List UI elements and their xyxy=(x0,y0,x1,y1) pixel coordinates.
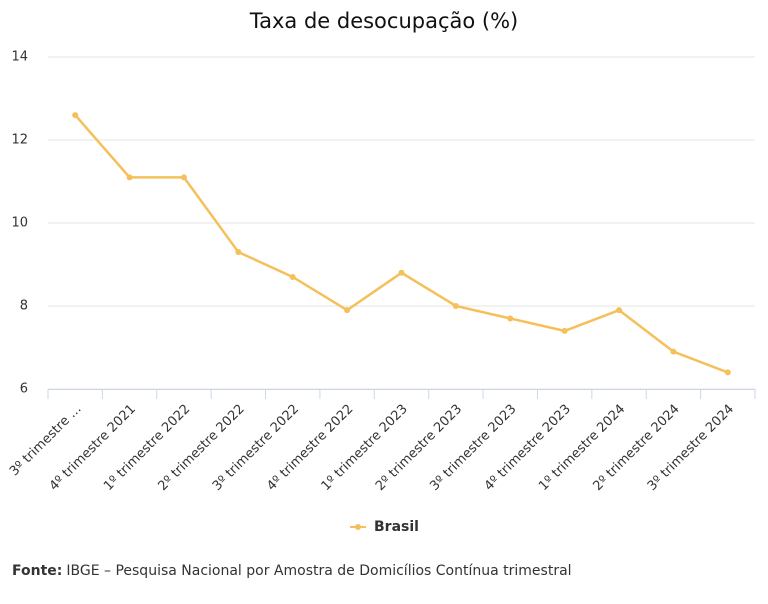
point xyxy=(235,249,242,256)
point xyxy=(724,369,731,376)
point xyxy=(344,307,351,314)
source-text: IBGE – Pesquisa Nacional por Amostra de … xyxy=(66,563,571,579)
chart-title: Taxa de desocupação (%) xyxy=(249,9,519,33)
point xyxy=(452,303,459,309)
y-tick-label: 10 xyxy=(11,216,28,231)
series-line xyxy=(74,114,729,374)
point xyxy=(398,269,405,276)
point xyxy=(561,327,568,334)
source-label: Fonte: xyxy=(12,563,62,579)
source: Fonte: IBGE – Pesquisa Nacional por Amost… xyxy=(12,563,572,579)
y-tick-label: 12 xyxy=(11,133,28,148)
legend-label: Brasil xyxy=(374,519,419,535)
point xyxy=(180,174,187,181)
y-tick-label: 8 xyxy=(20,299,28,314)
legend-marker xyxy=(355,524,361,530)
point xyxy=(507,315,514,322)
y-tick-label: 6 xyxy=(20,382,28,397)
point xyxy=(289,273,296,280)
point xyxy=(670,348,677,355)
y-tick-label: 14 xyxy=(11,50,28,65)
point xyxy=(616,307,623,314)
point xyxy=(126,174,133,181)
point xyxy=(72,112,79,119)
